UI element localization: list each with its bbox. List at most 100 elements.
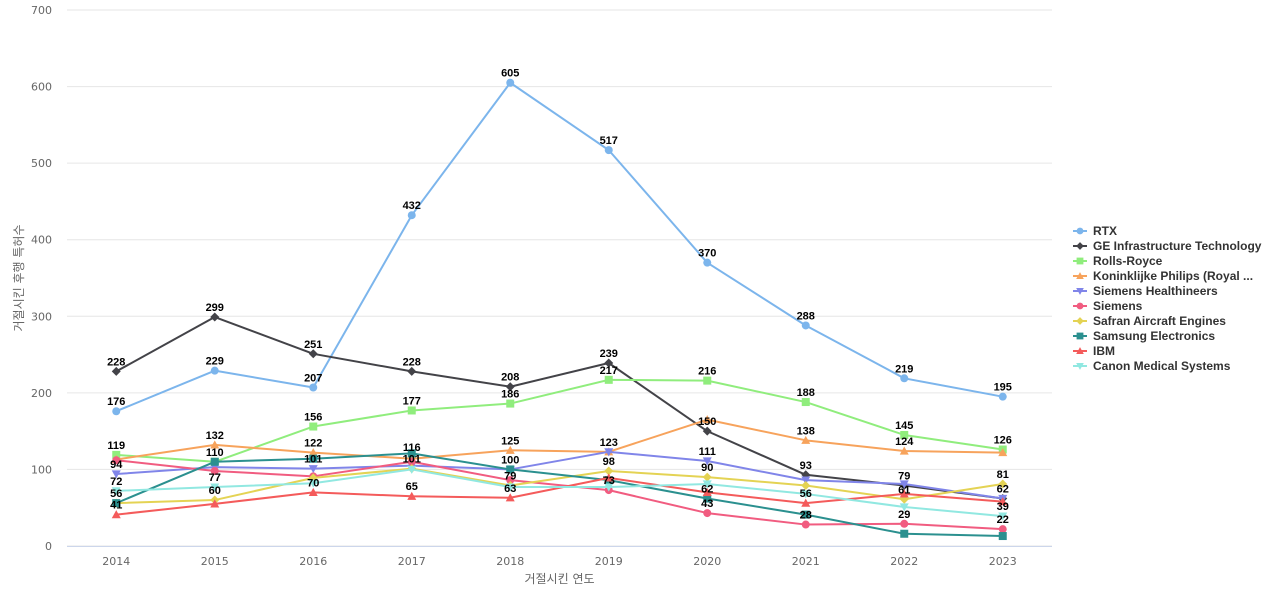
- data-point: [210, 466, 219, 475]
- legend-item[interactable]: Samsung Electronics: [1073, 329, 1215, 343]
- x-axis: 2014 2015 2016 2017 2018 2019 2020 2021 2022 2023: [67, 546, 1052, 568]
- x-tick-label: 2021: [792, 555, 820, 568]
- data-label: 90: [701, 462, 713, 474]
- x-tick-label: 2023: [989, 555, 1017, 568]
- data-point: [407, 211, 416, 220]
- y-tick-label: 300: [31, 310, 52, 323]
- data-point: [703, 376, 712, 385]
- data-point: [604, 146, 613, 155]
- data-label: 77: [209, 472, 221, 484]
- legend-marker: [1076, 287, 1084, 295]
- legend-marker: [1076, 257, 1084, 265]
- legend-label: RTX: [1093, 224, 1117, 238]
- data-point: [407, 491, 417, 500]
- legend-marker: [1076, 227, 1084, 235]
- legend-label: IBM: [1093, 344, 1115, 358]
- data-point: [998, 532, 1007, 541]
- data-label: 62: [997, 484, 1009, 496]
- legend-label: Samsung Electronics: [1093, 329, 1215, 343]
- data-point: [210, 366, 219, 375]
- data-label: 39: [997, 501, 1009, 513]
- data-label: 60: [209, 485, 221, 497]
- legend-label: Koninklijke Philips (Royal ...: [1093, 269, 1253, 283]
- data-label: 124: [895, 436, 914, 448]
- legend-item[interactable]: Koninklijke Philips (Royal ...: [1073, 269, 1253, 283]
- data-labels: 2281761199472564129922913211077602512071…: [107, 68, 1012, 526]
- data-point: [505, 483, 515, 492]
- y-tick-label: 200: [31, 387, 52, 400]
- x-tick-label: 2022: [890, 555, 918, 568]
- y-tick-label: 0: [45, 540, 52, 553]
- data-label: 110: [206, 447, 224, 459]
- y-axis-title: 거절시킨 후행 특허수: [11, 225, 26, 332]
- x-tick-label: 2019: [595, 555, 623, 568]
- data-point: [801, 490, 811, 499]
- data-point: [111, 366, 121, 376]
- legend-marker: [1076, 317, 1084, 325]
- series-line: [116, 468, 1003, 518]
- data-point: [407, 457, 416, 466]
- legend-item[interactable]: Canon Medical Systems: [1073, 359, 1231, 373]
- y-tick-label: 700: [31, 4, 52, 17]
- legend-item[interactable]: Siemens Healthineers: [1073, 284, 1218, 298]
- data-label: 217: [600, 365, 618, 377]
- data-point: [900, 430, 909, 439]
- y-tick-label: 500: [31, 157, 52, 170]
- data-point: [604, 358, 614, 368]
- data-label: 188: [797, 387, 815, 399]
- data-label: 432: [403, 200, 421, 212]
- data-point: [900, 519, 909, 528]
- legend-label: GE Infrastructure Technology: [1093, 239, 1262, 253]
- data-point: [308, 465, 318, 474]
- data-point: [308, 448, 318, 457]
- data-label: 56: [800, 488, 812, 500]
- data-label: 63: [504, 483, 516, 495]
- legend-item[interactable]: GE Infrastructure Technology: [1073, 239, 1262, 253]
- legend-item[interactable]: IBM: [1073, 344, 1115, 358]
- data-point: [505, 382, 515, 392]
- data-label: 132: [206, 430, 224, 442]
- data-point: [309, 454, 318, 463]
- series-line: [115, 316, 1003, 500]
- data-point: [899, 446, 909, 455]
- data-point: [998, 525, 1007, 534]
- data-label: 216: [698, 366, 716, 378]
- data-label: 81: [997, 469, 1009, 481]
- x-tick-label: 2017: [398, 555, 426, 568]
- data-point: [308, 479, 318, 488]
- legend-marker: [1076, 347, 1084, 355]
- data-point: [998, 512, 1008, 521]
- legend-item[interactable]: Rolls-Royce: [1073, 254, 1163, 268]
- legend-item[interactable]: RTX: [1073, 224, 1117, 238]
- data-point: [111, 487, 121, 496]
- data-point: [998, 392, 1007, 401]
- data-point: [703, 258, 712, 267]
- series-rtx: [112, 78, 1007, 416]
- legend-label: Siemens Healthineers: [1093, 284, 1218, 298]
- data-label: 101: [304, 454, 322, 466]
- legend-marker: [1076, 302, 1084, 310]
- data-label: 119: [107, 440, 125, 452]
- data-point: [407, 406, 416, 415]
- data-label: 79: [898, 471, 910, 483]
- data-point: [210, 457, 219, 466]
- data-label: 288: [797, 310, 815, 322]
- y-tick-label: 100: [31, 463, 52, 476]
- grid: [67, 9, 1052, 547]
- legend-item[interactable]: Siemens: [1073, 299, 1143, 313]
- data-point: [998, 479, 1008, 489]
- series-samsung-electronics: [112, 449, 1007, 541]
- legend-label: Siemens: [1093, 299, 1143, 313]
- data-label: 29: [898, 509, 910, 521]
- data-label: 79: [504, 471, 516, 483]
- legend-item[interactable]: Safran Aircraft Engines: [1073, 314, 1226, 328]
- data-label: 228: [403, 356, 421, 368]
- data-label: 239: [600, 348, 618, 360]
- series-group: [111, 78, 1008, 541]
- legend-label: Safran Aircraft Engines: [1093, 314, 1226, 328]
- legend-marker: [1076, 272, 1084, 280]
- y-tick-label: 600: [31, 81, 52, 94]
